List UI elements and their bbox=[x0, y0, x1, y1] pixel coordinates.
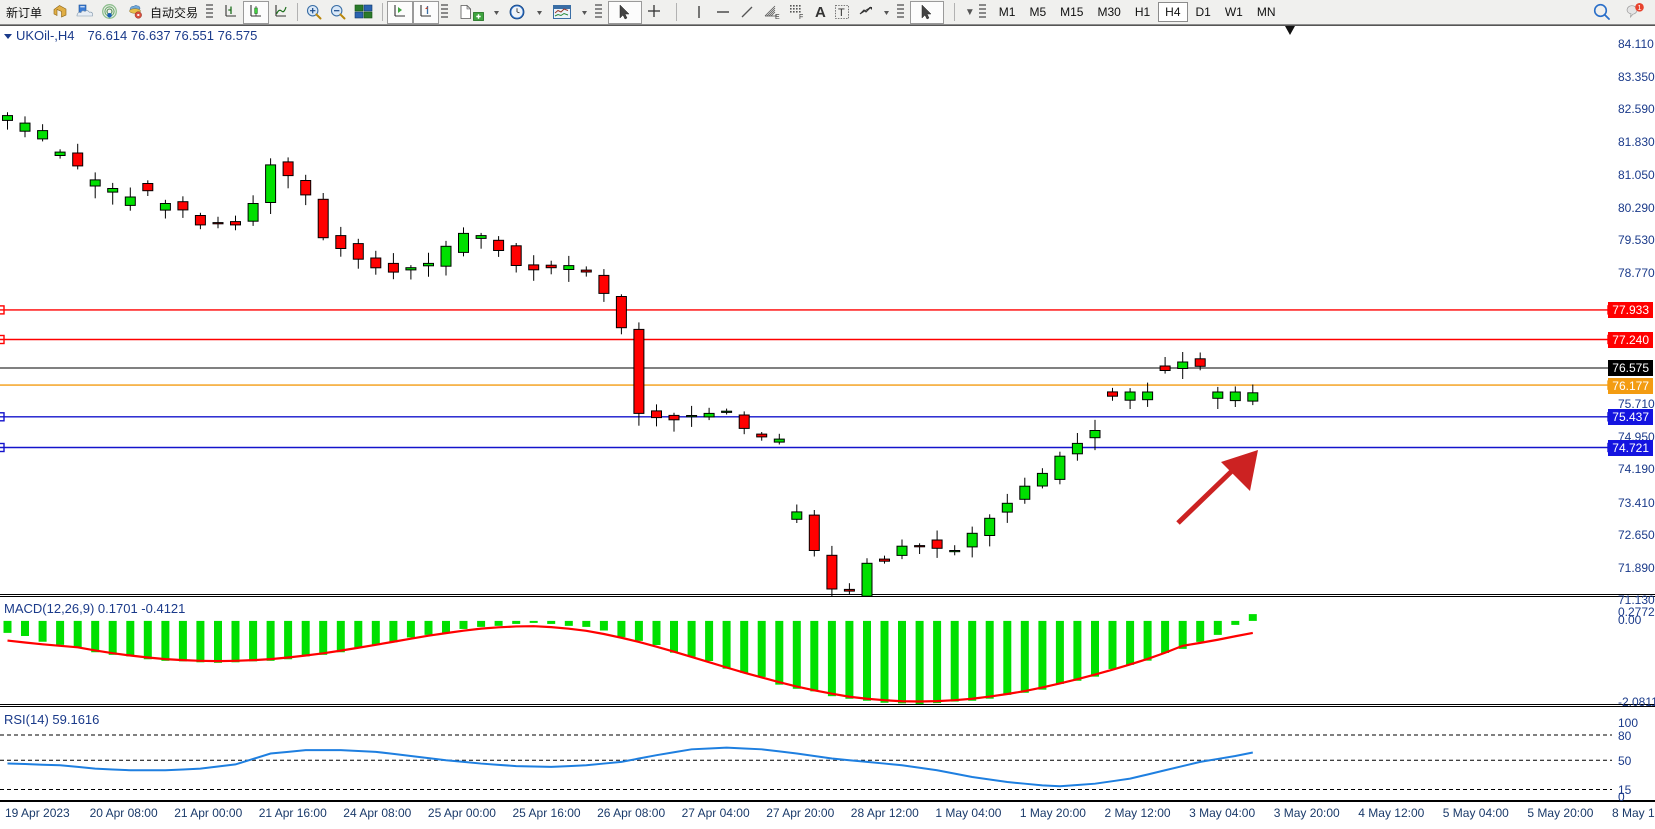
svg-text:1: 1 bbox=[1637, 3, 1641, 12]
svg-text:T: T bbox=[838, 7, 845, 19]
svg-text:F: F bbox=[799, 14, 803, 20]
svg-text:E: E bbox=[775, 14, 780, 20]
